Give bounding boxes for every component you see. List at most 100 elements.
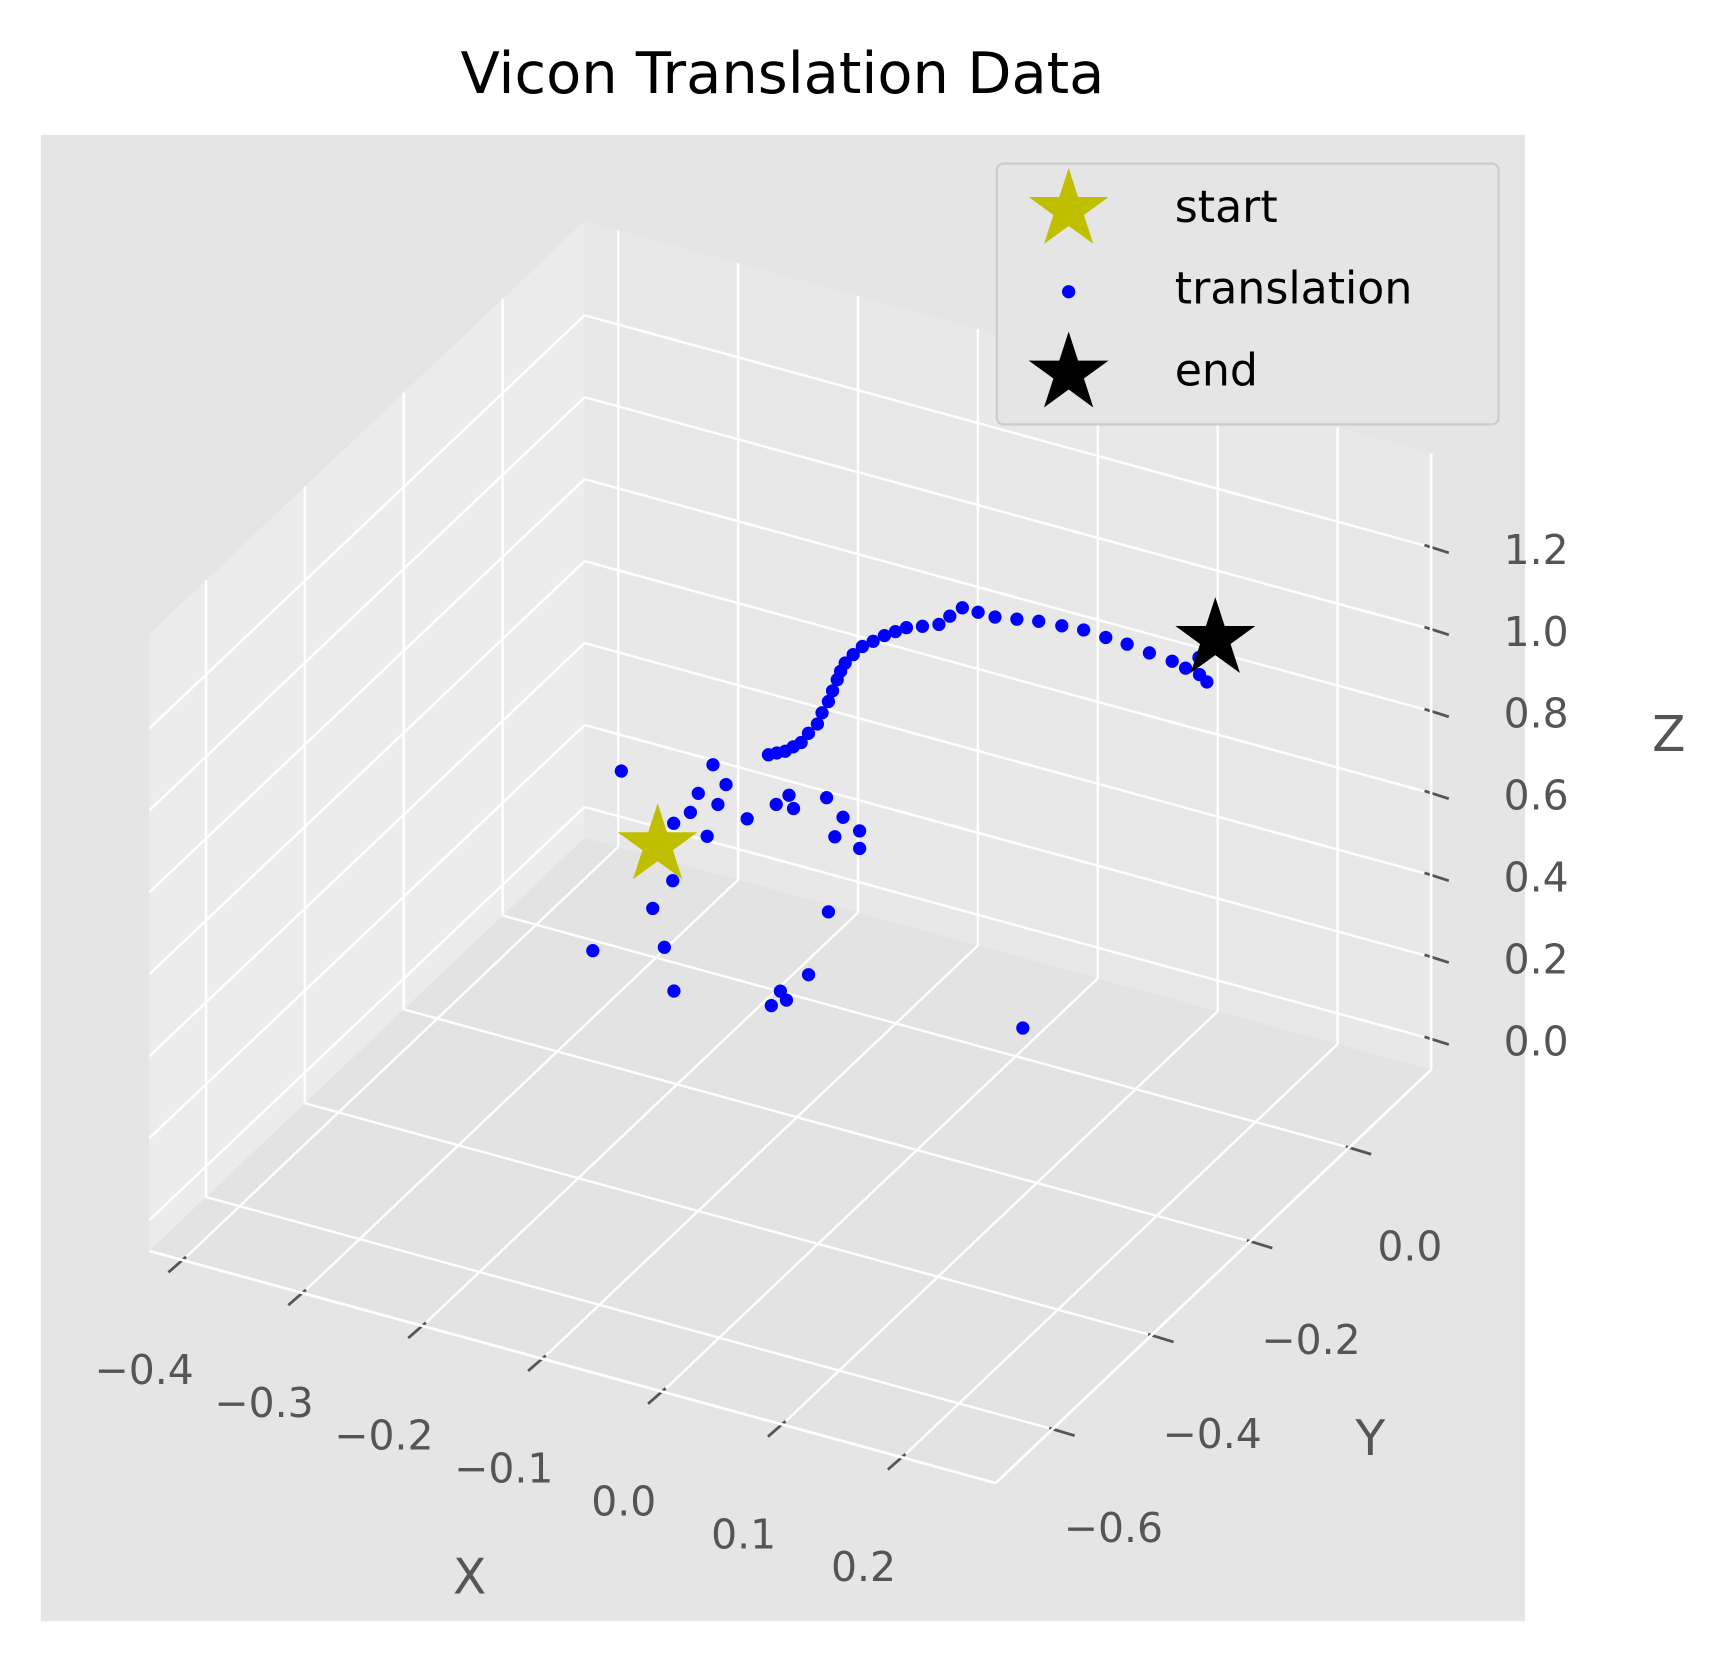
point	[801, 726, 816, 740]
legend-marker	[1062, 285, 1076, 299]
tick-mark	[1424, 625, 1450, 637]
z-tick-label: 1.2	[1504, 526, 1569, 574]
y-tick-label: −0.6	[1064, 1504, 1163, 1552]
star-point	[1175, 597, 1256, 674]
point	[779, 993, 794, 1007]
point	[646, 901, 660, 916]
point	[1032, 614, 1046, 628]
point	[1178, 661, 1193, 675]
legend-label: end	[1175, 346, 1258, 397]
panes	[149, 221, 1432, 1484]
legend-marker	[1028, 331, 1109, 408]
point	[846, 647, 860, 662]
marks	[586, 597, 1256, 1035]
z-tick-label: 0.2	[1504, 936, 1569, 984]
grid-line	[148, 642, 586, 1058]
point	[711, 797, 725, 812]
legend-box	[995, 162, 1500, 426]
point	[666, 874, 680, 888]
point	[821, 694, 836, 709]
z-tick-label: 1.0	[1504, 608, 1569, 656]
back-pane	[584, 221, 1432, 1070]
point	[706, 758, 720, 772]
grid-line	[584, 723, 1432, 959]
x-tick-label: −0.3	[214, 1379, 313, 1427]
grid-line	[148, 724, 586, 1140]
point	[1099, 630, 1113, 645]
tick-mark	[1424, 1035, 1450, 1046]
grid-line	[584, 477, 1432, 713]
z-tick-label: 0.4	[1504, 854, 1569, 902]
y-tick-label: 0.0	[1377, 1222, 1442, 1270]
point	[815, 706, 829, 720]
x-tick-label: 0.1	[711, 1510, 776, 1558]
point	[971, 605, 985, 619]
tick-mark	[1424, 707, 1450, 719]
grid-line	[148, 478, 586, 894]
point	[700, 829, 714, 843]
tick-mark	[1424, 871, 1450, 882]
star-point	[617, 803, 698, 880]
point	[825, 684, 840, 698]
floor-pane	[149, 837, 1432, 1484]
grid-line	[781, 1010, 1219, 1426]
legend-label: translation	[1175, 264, 1413, 315]
point	[943, 609, 957, 623]
point	[899, 621, 914, 635]
grid-line	[584, 396, 1432, 631]
point	[683, 805, 698, 820]
grid-line	[584, 314, 1432, 549]
grid-line	[148, 314, 586, 730]
axes: −0.4−0.3−0.2−0.10.00.10.2−0.6−0.4−0.20.0…	[94, 453, 1569, 1591]
grid-line	[901, 1043, 1339, 1459]
x-tick-label: 0.0	[591, 1477, 656, 1525]
point	[667, 816, 681, 830]
point	[1010, 612, 1024, 626]
point	[1077, 623, 1091, 637]
x-tick-label: 0.2	[831, 1543, 896, 1591]
point	[877, 628, 892, 643]
point	[1165, 654, 1179, 668]
point	[740, 812, 754, 826]
x-tick-label: −0.2	[334, 1412, 433, 1460]
point	[786, 801, 801, 816]
legend-marker	[1028, 167, 1109, 244]
grid-line	[502, 914, 1350, 1149]
tick-mark	[1424, 789, 1450, 801]
point	[769, 797, 783, 812]
point	[1016, 1021, 1030, 1035]
point	[586, 944, 600, 958]
grid-line	[421, 911, 859, 1327]
point	[855, 639, 869, 654]
point	[866, 634, 880, 648]
point	[821, 905, 836, 919]
point	[819, 791, 834, 805]
point	[853, 841, 867, 856]
point	[794, 735, 808, 750]
point	[810, 717, 825, 731]
grid-line	[148, 560, 586, 976]
y-tick-label: −0.4	[1163, 1410, 1262, 1458]
y-axis-label: Y	[1354, 1411, 1385, 1467]
point	[801, 968, 816, 982]
point	[719, 777, 733, 792]
grid-line	[541, 944, 979, 1360]
grid-line	[584, 805, 1432, 1041]
point	[614, 764, 628, 778]
point	[782, 788, 796, 802]
legend: start translation end	[995, 162, 1500, 426]
point	[1200, 675, 1214, 689]
point	[764, 998, 778, 1013]
point	[888, 624, 903, 639]
tick-mark	[1424, 953, 1450, 964]
x-tick-label: −0.4	[94, 1346, 193, 1394]
x-axis-label: X	[453, 1549, 486, 1605]
axis-line	[148, 1249, 997, 1485]
x-tick-label: −0.1	[454, 1445, 553, 1493]
grid-line	[148, 806, 586, 1222]
chart-title: Vicon Translation Data	[460, 40, 1104, 107]
point	[667, 984, 681, 998]
grid-line	[181, 845, 620, 1262]
